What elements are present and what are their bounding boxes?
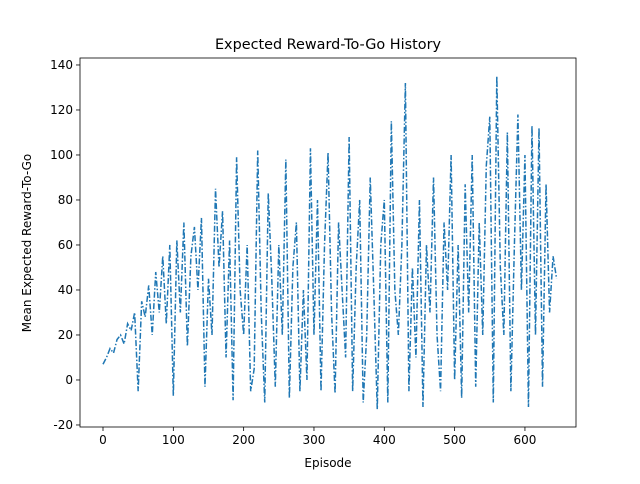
y-tick-label: 40 (58, 283, 73, 297)
y-tick-label: 80 (58, 193, 73, 207)
x-tick-label: 500 (443, 433, 466, 447)
x-tick-label: 600 (513, 433, 536, 447)
y-tick-label: 20 (58, 328, 73, 342)
x-tick-label: 200 (232, 433, 255, 447)
x-axis-label: Episode (304, 456, 351, 470)
y-tick-label: 0 (65, 373, 73, 387)
chart-title: Expected Reward-To-Go History (215, 37, 442, 53)
x-tick-label: 0 (99, 433, 107, 447)
x-tick-label: 300 (303, 433, 326, 447)
data-line (102, 76, 558, 410)
x-tick-label: 400 (373, 433, 396, 447)
y-tick-label: 60 (58, 238, 73, 252)
y-tick-label: 120 (50, 103, 73, 117)
x-tick-label: 100 (162, 433, 185, 447)
y-tick-label: 140 (50, 58, 73, 72)
y-axis-label: Mean Expected Reward-To-Go (20, 154, 34, 333)
axes-frame (79, 57, 577, 428)
y-tick-label: 100 (50, 148, 73, 162)
y-tick-label: -20 (53, 418, 73, 432)
